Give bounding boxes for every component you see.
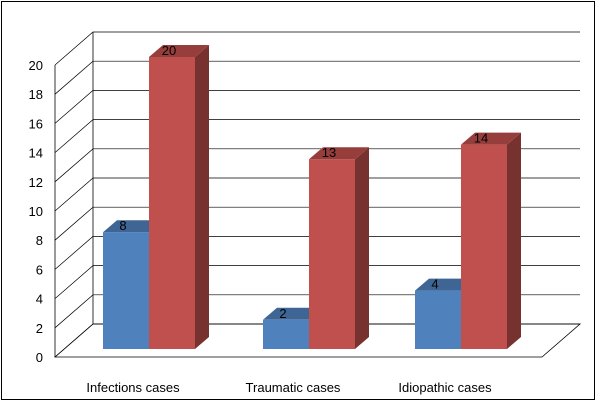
bar-side <box>507 132 521 349</box>
bar-front <box>103 232 149 349</box>
y-axis-ticks: 0 2 4 6 8 10 12 14 16 18 20 <box>29 58 43 365</box>
gridline <box>54 31 580 66</box>
bars: 8 20 2 13 4 14 <box>103 43 521 349</box>
bar-top <box>461 132 521 145</box>
y-tick-label: 6 <box>36 262 43 277</box>
y-tick-label: 4 <box>36 292 43 307</box>
bar-front <box>149 57 195 349</box>
x-category-label: Infections cases <box>86 380 180 395</box>
bar-side <box>355 147 369 349</box>
x-category-label: Traumatic cases <box>246 380 341 395</box>
gridline <box>54 206 580 241</box>
y-tick-label: 10 <box>29 204 43 219</box>
gridline <box>54 119 580 153</box>
bar-side <box>195 45 209 349</box>
y-tick-label: 20 <box>29 58 43 73</box>
bar <box>461 132 521 349</box>
bar-front <box>415 290 461 349</box>
y-tick-label: 14 <box>29 146 43 161</box>
gridline <box>54 148 580 183</box>
bar-top <box>149 45 209 57</box>
bar-top <box>103 220 163 233</box>
bar-front <box>263 319 309 349</box>
bar-top <box>415 278 475 291</box>
data-label: 13 <box>322 145 336 160</box>
bar-top <box>309 147 369 160</box>
data-label: 8 <box>119 218 126 233</box>
bar-front <box>309 159 355 349</box>
bar <box>309 147 369 349</box>
y-tick-label: 2 <box>36 321 43 336</box>
gridline <box>54 60 580 95</box>
y-tick-label: 12 <box>29 175 43 190</box>
gridline <box>54 90 580 124</box>
x-category-label: Idiopathic cases <box>398 380 492 395</box>
gridline <box>54 177 580 212</box>
bar <box>149 45 209 349</box>
y-tick-label: 0 <box>36 350 43 365</box>
data-label: 14 <box>474 131 488 146</box>
x-axis-categories: Infections cases Traumatic cases Idiopathi… <box>86 380 492 395</box>
y-tick-label: 18 <box>29 87 43 102</box>
bar-front <box>461 144 507 349</box>
data-label: 20 <box>162 43 176 58</box>
bar-top <box>263 307 323 320</box>
gridline <box>54 265 580 299</box>
gridline <box>54 236 580 270</box>
y-tick-label: 8 <box>36 233 43 248</box>
y-tick-label: 16 <box>29 116 43 131</box>
data-label: 2 <box>279 306 286 321</box>
data-label: 4 <box>431 277 438 292</box>
gridlines <box>54 31 580 358</box>
